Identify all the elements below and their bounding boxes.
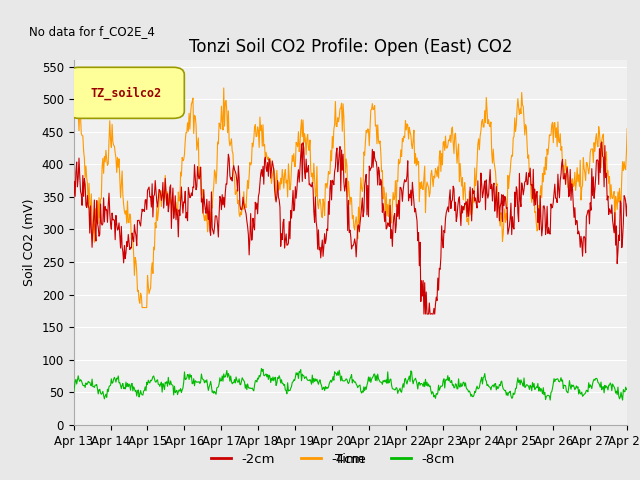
FancyBboxPatch shape	[68, 67, 184, 119]
Legend: -2cm, -4cm, -8cm: -2cm, -4cm, -8cm	[205, 447, 460, 471]
X-axis label: Time: Time	[335, 453, 366, 466]
Text: No data for f_CO2E_4: No data for f_CO2E_4	[29, 25, 155, 38]
Title: Tonzi Soil CO2 Profile: Open (East) CO2: Tonzi Soil CO2 Profile: Open (East) CO2	[189, 37, 512, 56]
Text: TZ_soilco2: TZ_soilco2	[91, 86, 162, 99]
Y-axis label: Soil CO2 (mV): Soil CO2 (mV)	[23, 199, 36, 286]
